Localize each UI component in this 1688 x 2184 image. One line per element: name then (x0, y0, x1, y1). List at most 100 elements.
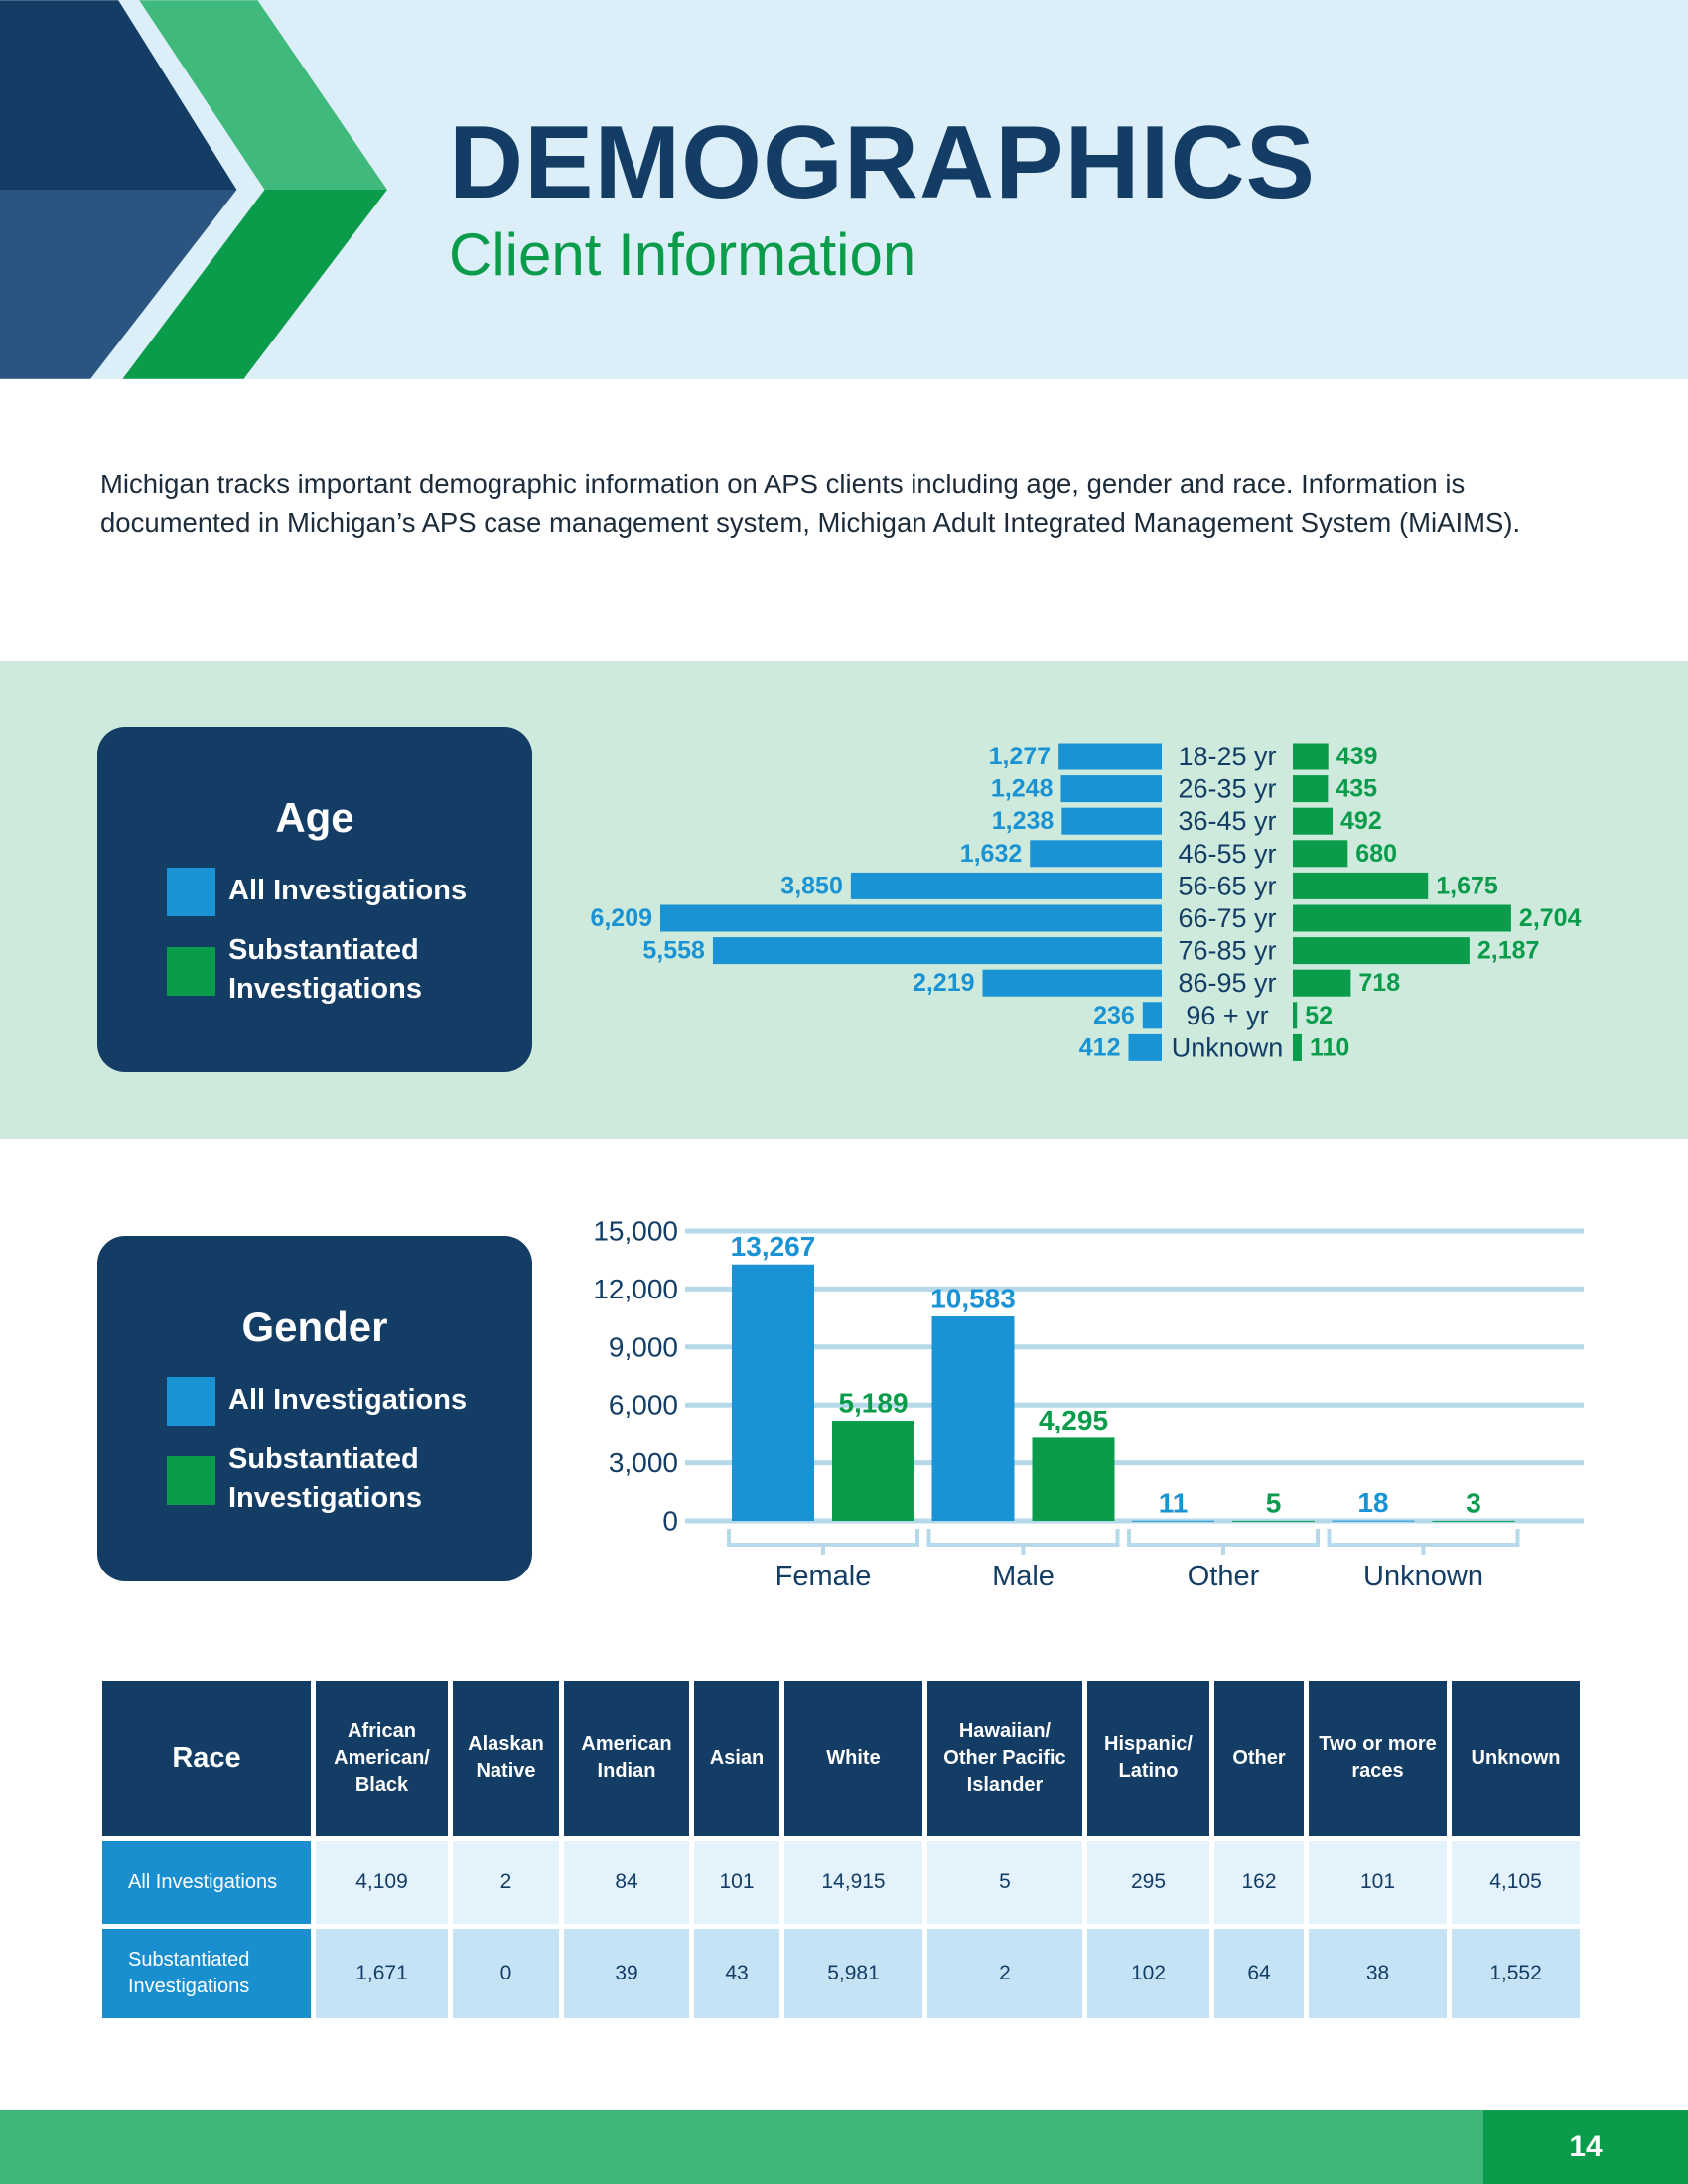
data-label: 3 (1466, 1487, 1481, 1518)
x-tick-label: Other (1188, 1561, 1260, 1592)
intro-text: Michigan tracks important demographic in… (100, 469, 1521, 538)
row-label: All Investigations (102, 1841, 311, 1924)
category-bracket (926, 1529, 1120, 1555)
chevron (122, 190, 387, 379)
bar (1432, 1520, 1515, 1522)
table-cell: 39 (564, 1929, 689, 2018)
legend-swatch (167, 1456, 215, 1505)
bar (1293, 969, 1351, 997)
category-label: Unknown (1172, 1032, 1284, 1062)
chevron (0, 190, 237, 379)
data-label: 236 (1093, 1002, 1135, 1029)
category-bracket (1127, 1529, 1320, 1555)
data-label: 492 (1340, 807, 1382, 835)
y-tick-label: 12,000 (593, 1274, 678, 1304)
data-label: 2,704 (1519, 904, 1582, 932)
column-header: Alaskan Native (453, 1681, 559, 1836)
data-label: 1,238 (992, 807, 1055, 835)
bar (1128, 1033, 1162, 1061)
bar (832, 1420, 914, 1521)
data-label: 13,267 (731, 1231, 816, 1262)
data-label: 10,583 (930, 1283, 1016, 1313)
data-label: 5,558 (642, 937, 705, 965)
table-cell: 4,105 (1452, 1841, 1580, 1924)
column-header: Other (1214, 1681, 1304, 1836)
data-label: 6,209 (590, 904, 652, 932)
bar (1293, 775, 1329, 803)
bar (1293, 807, 1334, 835)
table-cell: 5 (927, 1841, 1082, 1924)
bar (712, 937, 1162, 965)
category-bracket (727, 1529, 919, 1555)
table-cell: 1,671 (316, 1929, 448, 2018)
chevron (0, 0, 237, 191)
bar (660, 904, 1162, 932)
data-label: 412 (1079, 1033, 1121, 1061)
category-label: 26-35 yr (1178, 774, 1276, 804)
legend-label: All Investigations (228, 1384, 468, 1416)
bar (732, 1264, 814, 1521)
data-label: 2,187 (1477, 937, 1540, 965)
column-header: Two or more races (1309, 1681, 1447, 1836)
table-row: All Investigations 4,109 2 84 101 14,915 5 295 1… (102, 1841, 1580, 1924)
category-label: 86-95 yr (1178, 968, 1276, 998)
chevron (139, 0, 387, 191)
category-bracket (1327, 1529, 1520, 1555)
table-cell: 2 (927, 1929, 1082, 2018)
y-tick-label: 3,000 (609, 1447, 678, 1478)
chart-title: Gender (241, 1303, 388, 1350)
data-label: 1,632 (960, 840, 1023, 868)
bar (1032, 1437, 1115, 1521)
table-cell: 1,552 (1452, 1929, 1580, 2018)
category-label: 18-25 yr (1178, 742, 1276, 771)
page-number: 14 (1483, 2110, 1688, 2184)
race-table: Race African American/ Black Alaskan Nativ… (97, 1676, 1585, 2023)
gender-legend-box: Gender All Investigations Substantiated … (97, 1236, 532, 1581)
column-header: Hawaiian/ Other Pacific Islander (927, 1681, 1082, 1836)
data-label: 680 (1355, 840, 1397, 868)
table-cell: 5,981 (784, 1929, 922, 2018)
category-label: 76-85 yr (1178, 936, 1276, 966)
header-band (0, 0, 1688, 379)
chevrons (0, 0, 387, 379)
table-cell: 162 (1214, 1841, 1304, 1924)
data-label: 18 (1357, 1487, 1388, 1518)
bar (982, 969, 1162, 997)
bar (1293, 937, 1470, 965)
data-label: 110 (1310, 1033, 1349, 1061)
data-label: 5,189 (838, 1387, 908, 1418)
data-label: 718 (1358, 969, 1400, 997)
bar (1061, 807, 1162, 835)
x-tick-label: Female (775, 1561, 872, 1592)
table-cell: 84 (564, 1841, 689, 1924)
column-header: Asian (694, 1681, 779, 1836)
bar (1293, 872, 1429, 899)
bar (1060, 775, 1162, 803)
data-label: 1,248 (991, 775, 1054, 803)
data-label: 1,675 (1436, 872, 1498, 899)
column-header: White (784, 1681, 922, 1836)
legend-label: Substantiated Investigations (228, 934, 422, 1005)
bar (1293, 840, 1348, 868)
bar (931, 1315, 1015, 1521)
y-tick-label: 9,000 (609, 1331, 678, 1362)
data-label: 439 (1336, 743, 1378, 770)
table-cell: 14,915 (784, 1841, 922, 1924)
category-label: 46-55 yr (1178, 839, 1276, 869)
y-tick-label: 15,000 (593, 1216, 678, 1247)
legend-swatch (167, 868, 215, 916)
column-header: American Indian (564, 1681, 689, 1836)
y-tick-label: 6,000 (609, 1390, 678, 1421)
table-header-row: Race African American/ Black Alaskan Nativ… (102, 1681, 1580, 1836)
column-header: African American/ Black (316, 1681, 448, 1836)
data-label: 435 (1336, 775, 1377, 803)
charts: 18-25 yr 1,277 439 26-35 yr 1,248 435 36-45 yr… (590, 742, 1584, 1592)
table-cell: 43 (694, 1929, 779, 2018)
table-cell: 295 (1087, 1841, 1209, 1924)
column-header: Hispanic/ Latino (1087, 1681, 1209, 1836)
bar (1030, 840, 1162, 868)
page-subtitle: Client Information (449, 221, 916, 288)
age-legend-box: Age All Investigations Substantiated Inv… (97, 727, 532, 1072)
x-tick-label: Male (992, 1561, 1055, 1592)
